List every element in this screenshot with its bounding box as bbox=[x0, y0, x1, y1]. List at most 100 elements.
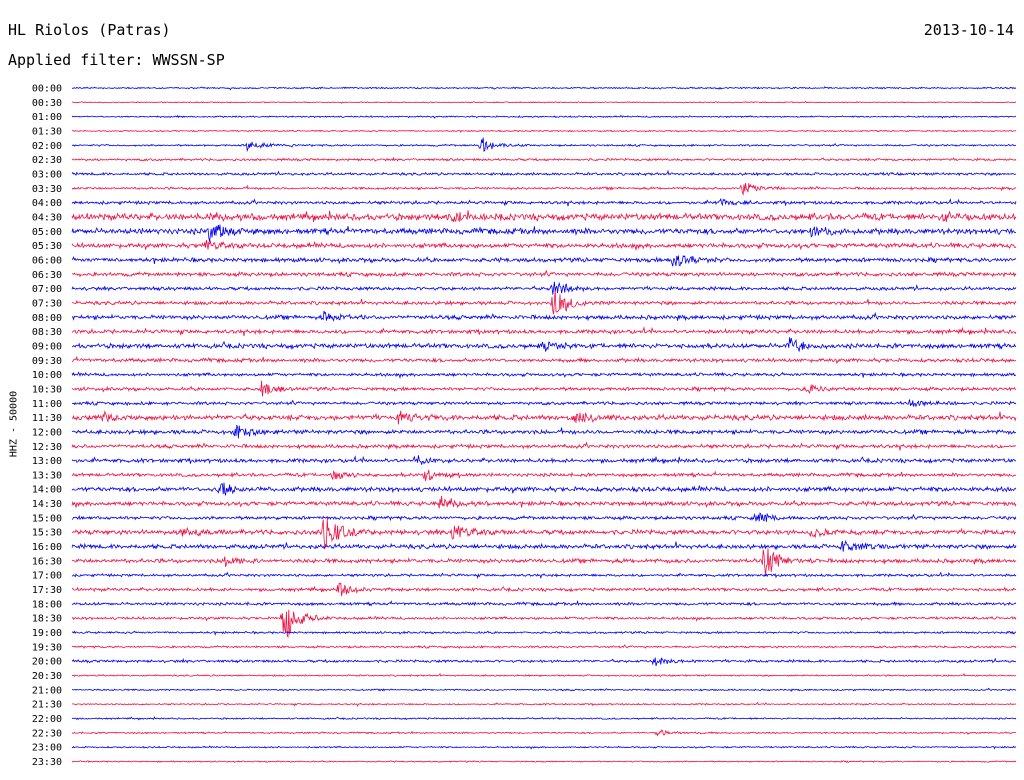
time-tick-label: 13:30 bbox=[32, 470, 62, 481]
time-tick-label: 22:30 bbox=[32, 728, 62, 739]
time-tick-label: 12:30 bbox=[32, 442, 62, 453]
time-tick-label: 01:00 bbox=[32, 112, 62, 123]
trace-row bbox=[71, 197, 1017, 207]
trace-row bbox=[71, 760, 1017, 763]
trace-row bbox=[71, 310, 1017, 322]
time-tick-label: 13:00 bbox=[32, 456, 62, 467]
time-tick-label: 19:30 bbox=[32, 642, 62, 653]
trace-row bbox=[71, 540, 1017, 552]
time-tick-label: 10:00 bbox=[32, 370, 62, 381]
trace-row bbox=[71, 582, 1017, 597]
trace-row bbox=[71, 114, 1017, 119]
time-tick-label: 20:00 bbox=[32, 657, 62, 668]
trace-row bbox=[71, 729, 1016, 737]
time-tick-label: 21:30 bbox=[32, 700, 62, 711]
time-tick-label: 12:00 bbox=[32, 427, 62, 438]
time-tick-label: 03:30 bbox=[32, 184, 62, 195]
time-tick-label: 17:00 bbox=[32, 571, 62, 582]
time-tick-label: 04:00 bbox=[32, 198, 62, 209]
time-tick-label: 05:30 bbox=[32, 241, 62, 252]
trace-row bbox=[71, 169, 1017, 177]
trace-row bbox=[71, 687, 1017, 692]
time-tick-label: 20:30 bbox=[32, 671, 62, 682]
trace-row bbox=[71, 86, 1017, 91]
time-tick-label: 03:00 bbox=[32, 169, 62, 180]
trace-row bbox=[71, 495, 1017, 509]
trace-row bbox=[71, 355, 1017, 364]
time-tick-label: 16:00 bbox=[32, 542, 62, 553]
trace-row bbox=[71, 183, 1017, 196]
time-tick-label: 02:00 bbox=[32, 141, 62, 152]
time-tick-label: 08:00 bbox=[32, 313, 62, 324]
trace-row bbox=[71, 482, 1017, 497]
time-tick-label: 14:30 bbox=[32, 499, 62, 510]
time-tick-label: 21:00 bbox=[32, 685, 62, 696]
time-tick-label: 17:30 bbox=[32, 585, 62, 596]
trace-row bbox=[71, 337, 1017, 352]
trace-row bbox=[72, 518, 1017, 550]
record-date: 2013-10-14 bbox=[923, 21, 1014, 39]
time-tick-label: 05:00 bbox=[32, 227, 62, 238]
trace-row bbox=[71, 469, 1017, 482]
station-title: HL Riolos (Patras) bbox=[8, 21, 171, 39]
time-tick-label: 11:30 bbox=[32, 413, 62, 424]
time-tick-label: 18:00 bbox=[32, 599, 62, 610]
trace-row bbox=[71, 425, 1017, 439]
time-tick-label: 10:30 bbox=[32, 384, 62, 395]
trace-row bbox=[71, 239, 1017, 251]
trace-row bbox=[71, 156, 1017, 162]
time-tick-label: 11:00 bbox=[32, 399, 62, 410]
trace-row bbox=[71, 630, 1017, 636]
trace-row bbox=[71, 137, 1017, 153]
time-tick-label: 06:00 bbox=[32, 255, 62, 266]
trace-row bbox=[71, 224, 1017, 242]
time-tick-label: 15:00 bbox=[32, 513, 62, 524]
time-tick-label: 08:30 bbox=[32, 327, 62, 338]
time-tick-label: 23:30 bbox=[32, 757, 62, 768]
time-tick-label: 01:30 bbox=[32, 126, 62, 137]
trace-row bbox=[72, 129, 1017, 134]
trace-row bbox=[71, 644, 1017, 650]
trace-row bbox=[71, 410, 1017, 425]
trace-row bbox=[71, 745, 1017, 750]
trace-row bbox=[71, 441, 1017, 451]
time-tick-label: 18:30 bbox=[32, 614, 62, 625]
time-tick-label: 14:00 bbox=[32, 485, 62, 496]
trace-row bbox=[71, 210, 1017, 223]
time-tick-label: 15:30 bbox=[32, 528, 62, 539]
time-tick-label: 07:00 bbox=[32, 284, 62, 295]
trace-row bbox=[71, 289, 1017, 315]
time-tick-label: 02:30 bbox=[32, 155, 62, 166]
time-tick-label: 07:30 bbox=[32, 298, 62, 309]
trace-row bbox=[71, 512, 1017, 522]
trace-row bbox=[71, 571, 1017, 579]
trace-row bbox=[71, 269, 1017, 279]
trace-row bbox=[71, 657, 1016, 667]
time-tick-label: 16:30 bbox=[32, 556, 62, 567]
time-tick-label: 04:30 bbox=[32, 212, 62, 223]
filter-label: Applied filter: WWSSN-SP bbox=[8, 51, 225, 69]
trace-row bbox=[71, 100, 1017, 104]
trace-row bbox=[71, 399, 1017, 408]
trace-row bbox=[71, 371, 1017, 380]
time-tick-label: 00:30 bbox=[32, 98, 62, 109]
time-tick-label: 09:30 bbox=[32, 356, 62, 367]
time-tick-label: 23:00 bbox=[32, 743, 62, 754]
trace-row bbox=[71, 281, 1017, 295]
trace-row bbox=[71, 455, 1017, 465]
trace-row bbox=[71, 380, 1017, 397]
time-tick-label: 00:00 bbox=[32, 84, 62, 95]
time-tick-label: 19:00 bbox=[32, 628, 62, 639]
trace-row bbox=[71, 609, 1017, 639]
time-tick-label: 06:30 bbox=[32, 270, 62, 281]
trace-row bbox=[71, 716, 1017, 721]
trace-row bbox=[71, 672, 1017, 678]
trace-row bbox=[71, 701, 1017, 708]
trace-row bbox=[71, 599, 1017, 607]
trace-row bbox=[71, 255, 1017, 267]
trace-row bbox=[71, 548, 1017, 577]
time-tick-label: 22:00 bbox=[32, 714, 62, 725]
time-tick-label: 09:00 bbox=[32, 341, 62, 352]
trace-row bbox=[71, 326, 1017, 337]
